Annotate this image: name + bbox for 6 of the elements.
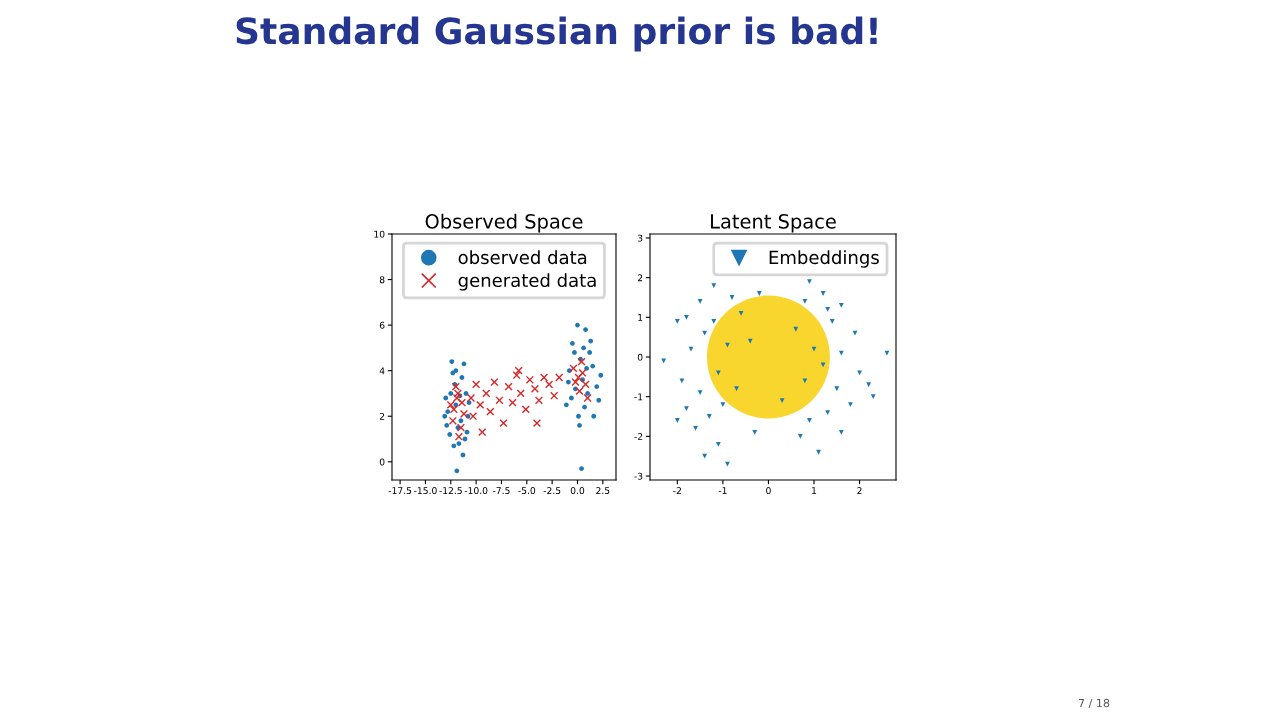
chart-title: Latent Space [711, 214, 836, 233]
text: Standard Gaussian prior is bad! [236, 16, 877, 52]
chart-title: Observed Space [425, 213, 583, 233]
legend-label: Embeddings [769, 250, 879, 268]
legend-label: observed data [458, 250, 587, 265]
legend-label: generated data [458, 273, 596, 291]
